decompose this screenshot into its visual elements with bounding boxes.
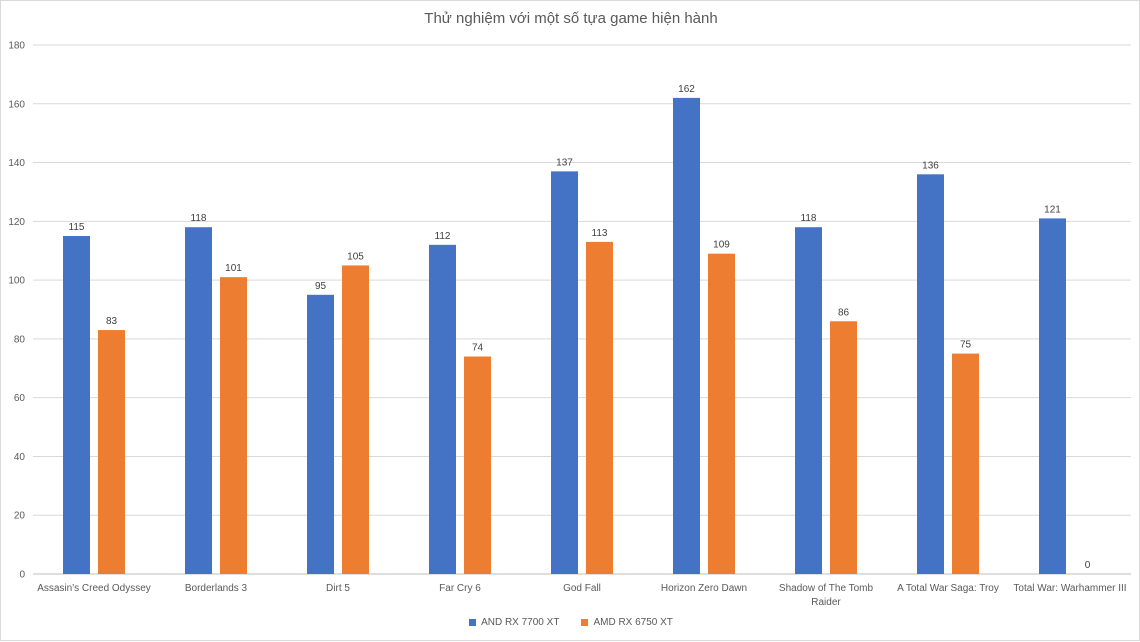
data-label: 0 [1085, 560, 1091, 571]
y-tick-label: 40 [14, 452, 26, 463]
bar-rx-7700-xt [917, 174, 944, 575]
bar-rx-6750-xt [586, 241, 613, 574]
y-tick-label: 60 [14, 393, 26, 404]
y-tick-label: 0 [19, 570, 25, 581]
bar-rx-7700-xt [185, 227, 212, 574]
chart-legend: AND RX 7700 XT AMD RX 6750 XT [1, 617, 1140, 628]
x-category-label: Horizon Zero Dawn [661, 583, 747, 594]
y-tick-label: 120 [8, 217, 25, 228]
legend-swatch [469, 619, 477, 626]
data-label: 74 [472, 343, 484, 354]
bar-rx-6750-xt [952, 353, 979, 574]
data-label: 101 [225, 263, 242, 274]
bar-rx-7700-xt [1039, 218, 1066, 574]
data-label: 75 [960, 340, 972, 351]
x-category-label: Assasin's Creed Odyssey [37, 583, 151, 594]
data-label: 113 [592, 228, 608, 239]
data-label: 86 [838, 307, 850, 318]
bar-rx-7700-xt [307, 294, 334, 574]
bar-rx-6750-xt [220, 277, 247, 574]
legend-swatch [581, 619, 589, 626]
y-tick-label: 160 [8, 99, 25, 110]
bar-rx-6750-xt [98, 330, 125, 574]
bar-rx-7700-xt [673, 97, 700, 575]
y-tick-label: 100 [8, 276, 25, 287]
chart-title: Thử nghiệm với một số tựa game hiện hành [424, 10, 718, 27]
x-category-label: Total War: Warhammer III [1013, 583, 1126, 594]
y-tick-label: 80 [14, 334, 26, 345]
legend-item: AND RX 7700 XT [469, 617, 559, 628]
y-tick-label: 180 [8, 41, 25, 52]
legend-label: AND RX 7700 XT [481, 617, 560, 628]
bar-rx-6750-xt [830, 321, 857, 574]
bar-rx-6750-xt [342, 265, 369, 574]
x-category-label: Raider [811, 597, 841, 608]
bar-rx-6750-xt [708, 253, 735, 574]
data-label: 162 [678, 84, 695, 95]
data-label: 136 [922, 160, 939, 171]
data-label: 118 [191, 213, 207, 224]
data-label: 83 [106, 316, 118, 327]
x-category-label: Far Cry 6 [439, 583, 481, 594]
legend-item: AMD RX 6750 XT [581, 617, 673, 628]
data-label: 115 [69, 222, 85, 233]
data-label: 112 [435, 231, 451, 242]
data-label: 95 [315, 281, 327, 292]
y-tick-label: 20 [14, 511, 26, 522]
bar-rx-7700-xt [795, 227, 822, 574]
bar-rx-7700-xt [429, 244, 456, 574]
x-category-label: Borderlands 3 [185, 583, 248, 594]
bar-rx-7700-xt [551, 171, 578, 574]
data-label: 105 [347, 251, 364, 262]
bar-rx-6750-xt [464, 356, 491, 574]
x-category-label: Shadow of The Tomb [779, 583, 874, 594]
x-category-label: Dirt 5 [326, 583, 350, 594]
y-tick-label: 140 [8, 158, 25, 169]
x-category-label: God Fall [563, 583, 601, 594]
x-category-label: A Total War Saga: Troy [897, 583, 999, 594]
data-label: 121 [1044, 204, 1061, 215]
data-label: 109 [713, 240, 730, 251]
legend-label: AMD RX 6750 XT [593, 617, 673, 628]
data-label: 118 [801, 213, 817, 224]
data-label: 137 [556, 157, 573, 168]
bar-rx-7700-xt [63, 236, 90, 574]
